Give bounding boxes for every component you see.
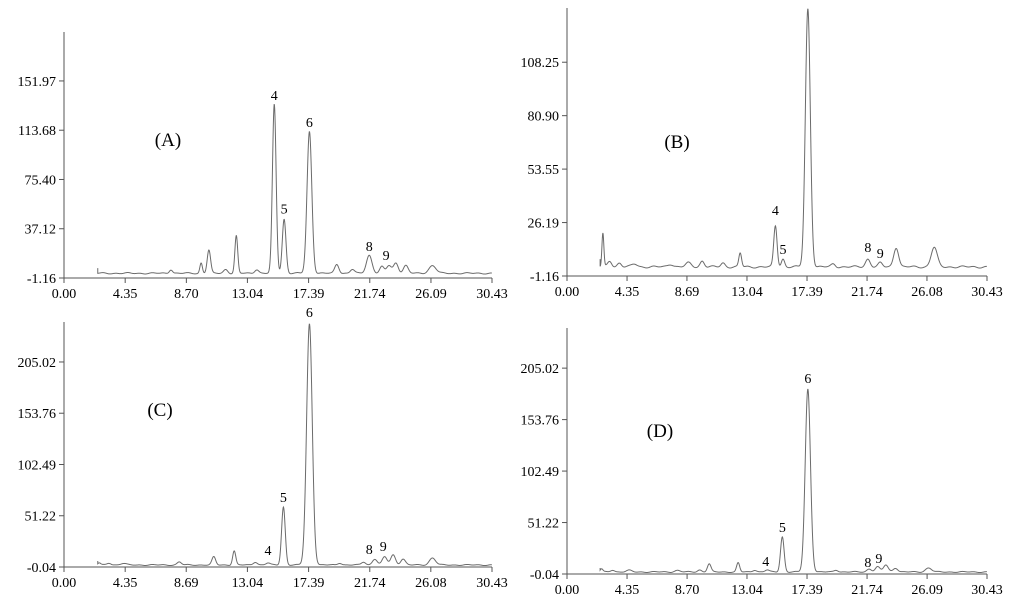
x-tick-label: 30.43 [971, 583, 1003, 598]
x-tick-label: 13.04 [731, 285, 763, 300]
peak-label: 9 [380, 540, 387, 555]
x-tick-label: 4.35 [615, 583, 640, 598]
panel-label: (D) [647, 421, 673, 442]
chromatogram-trace [97, 104, 492, 275]
y-tick-label: -1.16 [27, 272, 56, 287]
peak-label: 4 [762, 555, 769, 570]
y-tick-label: 153.76 [521, 414, 560, 429]
peak-label: 8 [864, 241, 871, 256]
peak-label: 4 [772, 204, 779, 219]
x-tick-label: 21.74 [354, 576, 386, 591]
x-tick-label: 30.43 [476, 576, 508, 591]
y-tick-label: 80.90 [528, 110, 560, 125]
peak-label: 5 [779, 521, 786, 536]
y-tick-label: 26.19 [528, 217, 560, 232]
peak-label: 9 [383, 249, 390, 264]
y-tick-label: 108.25 [521, 56, 560, 71]
panel-label: (B) [664, 132, 689, 153]
peak-label: 9 [877, 247, 884, 262]
chromatogram-panel-1: 0.00 4.35 8.70 13.04 17.39 21.74 26.09 30.43 -1.… [18, 32, 508, 302]
y-tick-label: 37.12 [25, 223, 57, 238]
y-tick-label: 51.22 [25, 510, 57, 525]
y-tick-label: 113.68 [18, 124, 56, 139]
y-tick-label: 151.97 [18, 75, 57, 90]
peak-label: 8 [366, 543, 373, 558]
peak-label: 9 [875, 552, 882, 567]
x-tick-label: 0.00 [52, 576, 77, 591]
x-tick-label: 17.39 [293, 576, 325, 591]
x-tick-label: 4.35 [113, 287, 138, 302]
x-tick-label: 26.08 [911, 285, 943, 300]
x-tick-label: 26.08 [415, 576, 447, 591]
x-tick-label: 0.00 [555, 285, 580, 300]
x-tick-label: 17.39 [293, 287, 325, 302]
panel-label: (A) [155, 130, 181, 151]
x-tick-label: 0.00 [555, 583, 580, 598]
panel-label: (C) [147, 400, 172, 421]
x-tick-label: 13.04 [232, 287, 264, 302]
x-tick-label: 13.04 [232, 576, 264, 591]
x-tick-label: 17.39 [791, 285, 823, 300]
y-tick-label: 75.40 [25, 173, 57, 188]
chromatogram-panel-2: 0.00 4.35 8.69 13.04 17.39 21.74 26.08 30.43 -1.… [521, 0, 1003, 300]
chromatogram-panel-4: 0.00 4.35 8.70 13.04 17.39 21.74 26.09 30.43 -0.… [521, 328, 1003, 598]
x-tick-label: 30.43 [971, 285, 1003, 300]
y-tick-label: 205.02 [18, 356, 57, 371]
x-tick-label: 13.04 [731, 583, 763, 598]
peak-label: 5 [281, 202, 288, 217]
y-tick-label: 102.49 [521, 465, 560, 480]
y-tick-label: 102.49 [18, 458, 57, 473]
x-tick-label: 8.70 [174, 287, 199, 302]
chromatogram-trace [97, 323, 492, 567]
x-tick-label: 21.74 [851, 583, 883, 598]
peak-label: 6 [804, 372, 811, 387]
y-tick-label: -0.04 [530, 568, 559, 583]
x-tick-label: 8.69 [675, 285, 700, 300]
peak-label: 8 [864, 556, 871, 571]
y-tick-label: 205.02 [521, 362, 560, 377]
x-tick-label: 4.35 [615, 285, 640, 300]
peak-label: 6 [306, 116, 313, 131]
chromatogram-trace [599, 8, 987, 269]
x-tick-label: 30.43 [476, 287, 508, 302]
chromatogram-panel-3: 0.00 4.35 8.69 13.04 17.39 21.74 26.08 30.43 -0.… [18, 306, 508, 591]
chromatogram-trace [599, 388, 987, 574]
y-tick-label: 51.22 [528, 517, 560, 532]
x-tick-label: 21.74 [354, 287, 386, 302]
x-tick-label: 4.35 [113, 576, 138, 591]
y-tick-label: 153.76 [18, 407, 57, 422]
x-tick-label: 26.09 [415, 287, 447, 302]
y-tick-label: -0.04 [27, 561, 56, 576]
peak-label: 5 [780, 243, 787, 258]
peak-label: 4 [271, 89, 278, 104]
y-tick-label: 53.55 [528, 163, 560, 178]
x-tick-label: 0.00 [52, 287, 77, 302]
peak-label: 6 [306, 306, 313, 321]
x-tick-label: 26.09 [911, 583, 943, 598]
x-tick-label: 8.70 [675, 583, 700, 598]
peak-label: 5 [280, 491, 287, 506]
peak-label: 4 [264, 544, 271, 559]
x-tick-label: 17.39 [791, 583, 823, 598]
y-tick-label: -1.16 [530, 270, 559, 285]
x-tick-label: 21.74 [851, 285, 883, 300]
peak-label: 8 [366, 240, 373, 255]
x-tick-label: 8.69 [174, 576, 199, 591]
